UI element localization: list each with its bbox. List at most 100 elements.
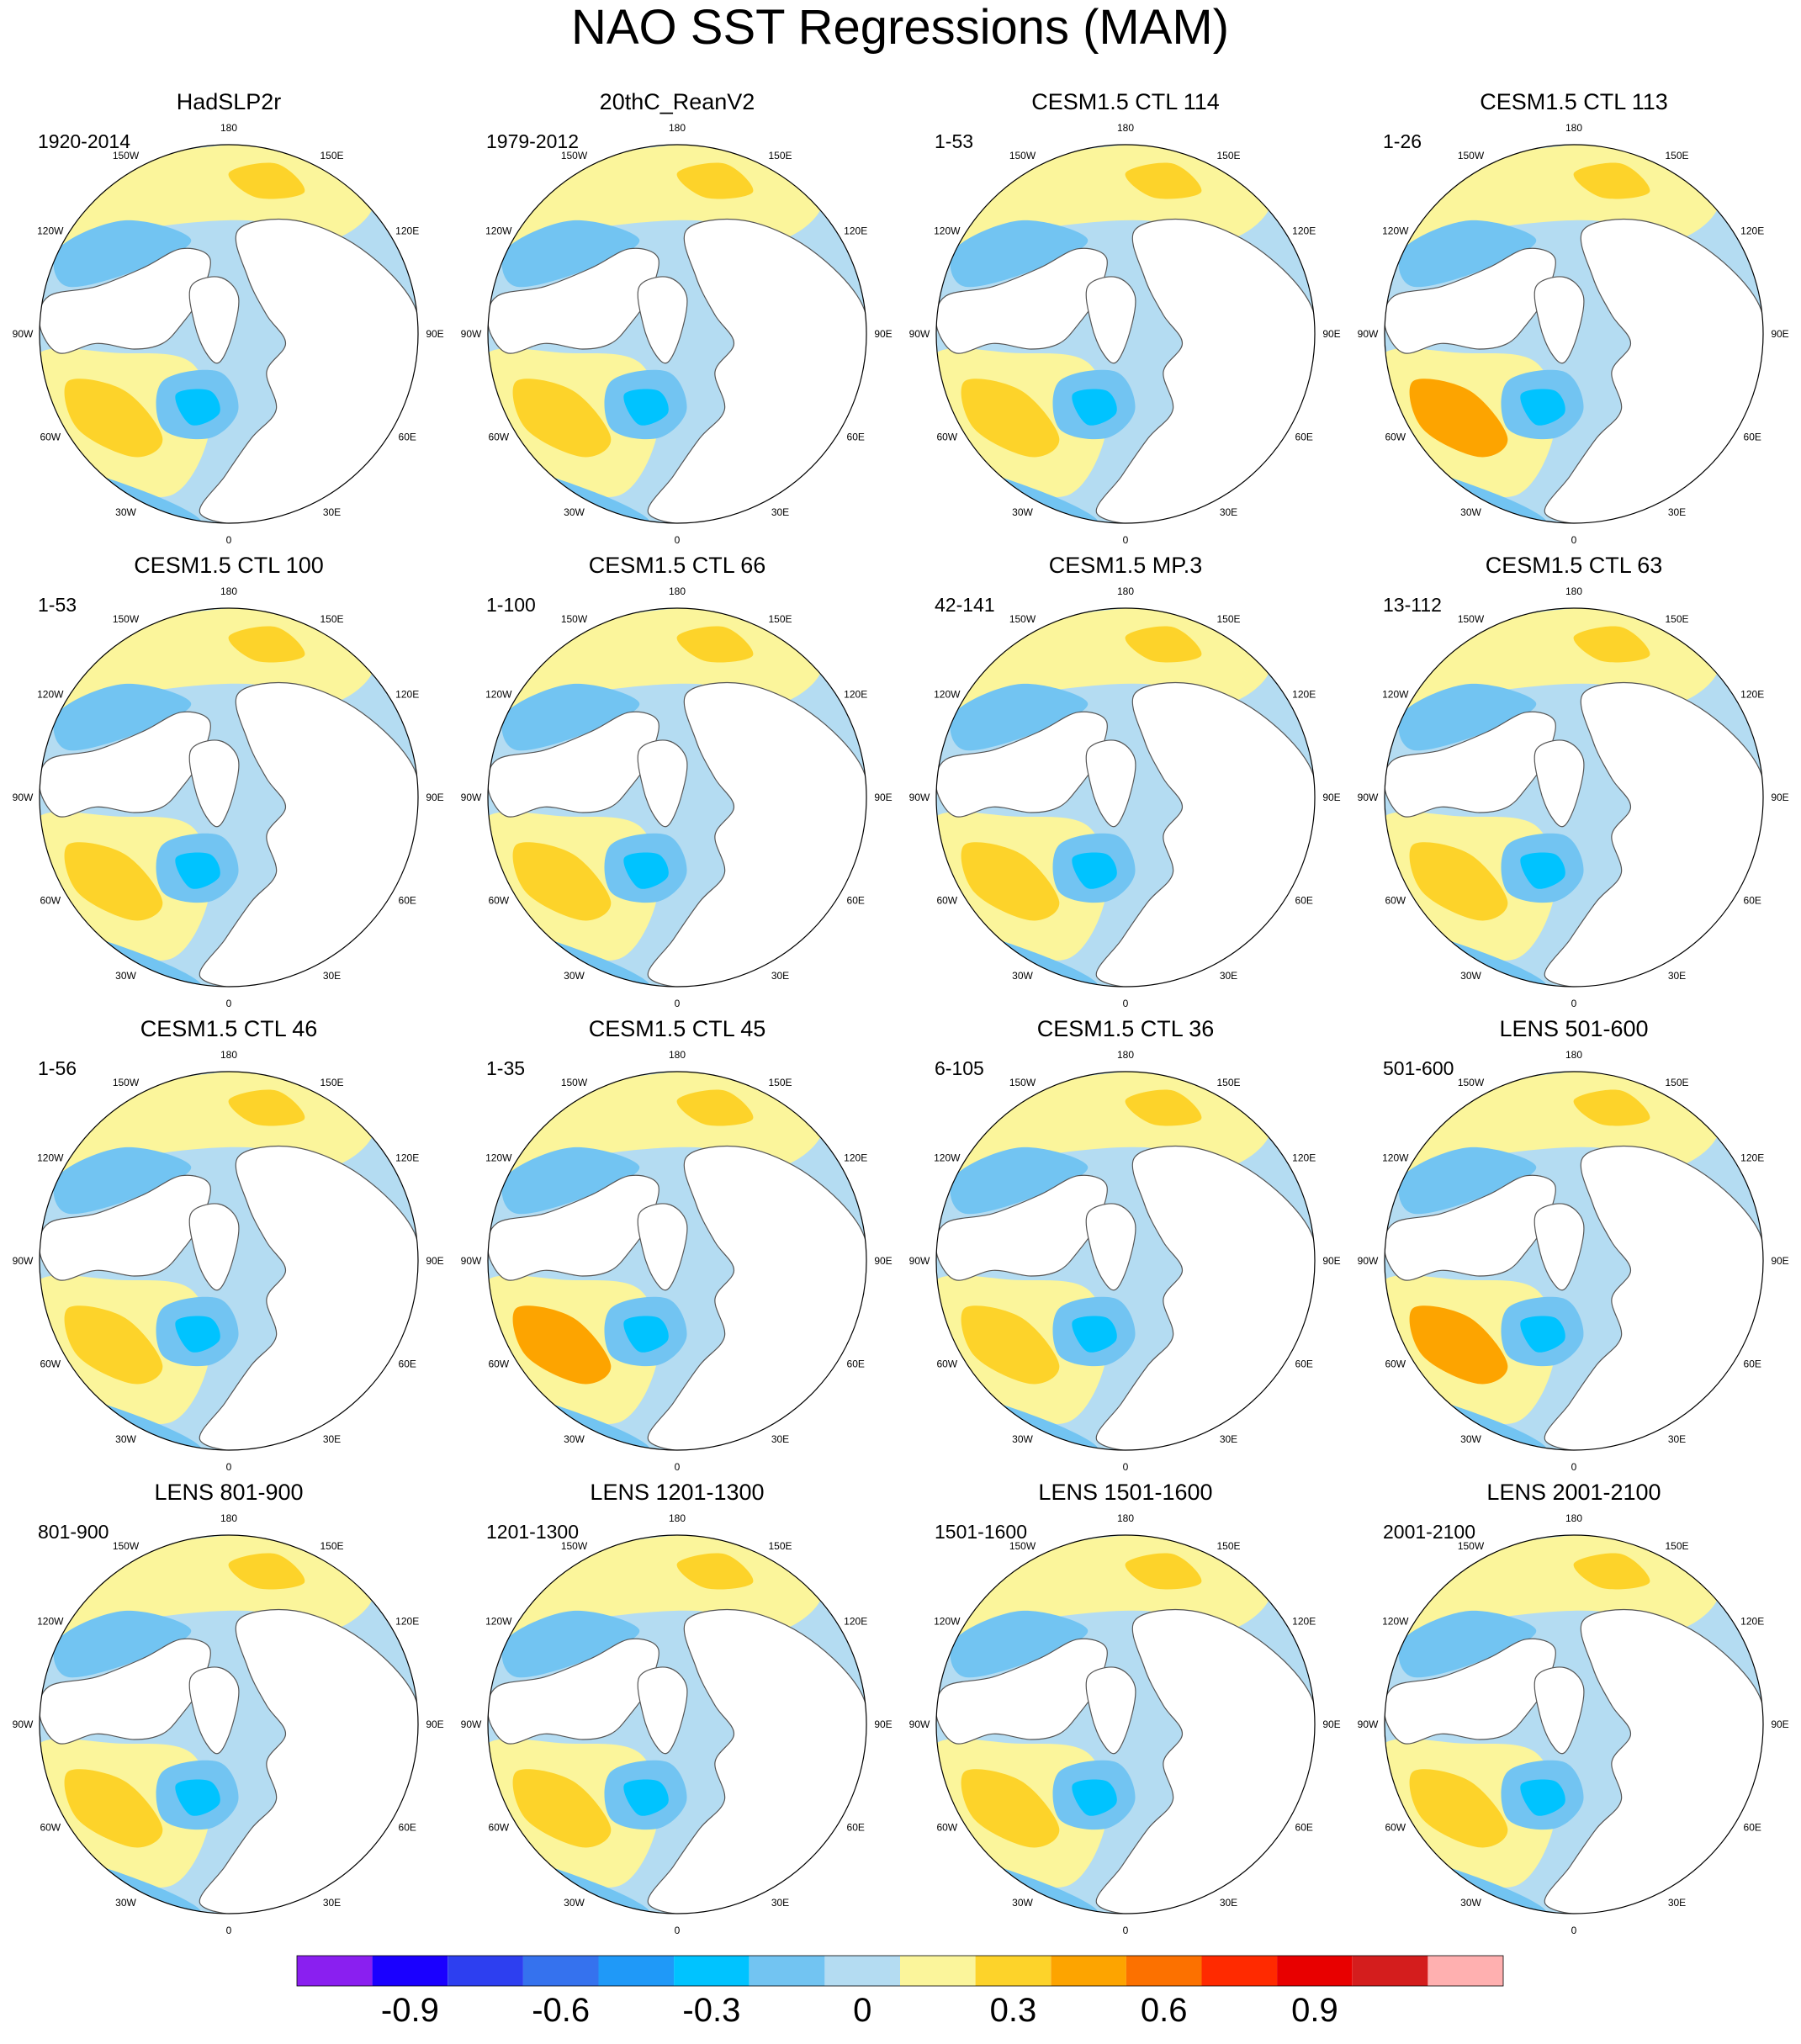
longitude-label: 90W: [909, 1255, 930, 1267]
longitude-label: 150W: [1458, 1077, 1485, 1088]
map-panel: 180 150E 120E 90E 60E 30E 0 30W 60W 90W 120W 150W CE…: [909, 89, 1341, 546]
longitude-label: 180: [1565, 585, 1582, 597]
anomaly-contour: [175, 389, 220, 426]
longitude-label: 150E: [1665, 613, 1688, 625]
colorbar-tick-label: 0.9: [1291, 1992, 1338, 2029]
longitude-label: 150W: [561, 1077, 588, 1088]
land-mask: [647, 1608, 866, 1914]
longitude-label: 60E: [1295, 1358, 1313, 1370]
longitude-label: 30E: [323, 506, 341, 518]
longitude-label: 120E: [395, 225, 419, 237]
longitude-label: 150W: [1009, 613, 1036, 625]
longitude-label: 120E: [395, 689, 419, 701]
longitude-label: 150E: [1665, 1077, 1688, 1088]
anomaly-contour: [623, 1316, 669, 1353]
longitude-label: 60E: [399, 895, 416, 907]
map-border: [1384, 607, 1764, 988]
longitude-label: 60E: [847, 895, 865, 907]
land-mask: [936, 711, 1108, 818]
longitude-label: 30E: [771, 1897, 789, 1909]
longitude-label: 0: [1123, 998, 1129, 1009]
longitude-label: 150E: [1665, 150, 1688, 162]
panel-title: LENS 1201-1300: [590, 1480, 764, 1505]
longitude-label: 60W: [1385, 432, 1406, 443]
colorbar-swatch: [448, 1956, 523, 1986]
anomaly-contour: [676, 626, 754, 663]
longitude-label: 120E: [844, 689, 867, 701]
land-mask: [1095, 1608, 1315, 1914]
anomaly-contour: [228, 1553, 305, 1590]
panel-period: 1-53: [935, 130, 973, 152]
longitude-label: 30W: [564, 970, 585, 982]
longitude-label: 90E: [426, 792, 443, 803]
anomaly-contour: [950, 1146, 1089, 1215]
map-border: [935, 607, 1316, 988]
land-mask: [1385, 711, 1556, 818]
anomaly-contour: [1398, 1146, 1537, 1215]
longitude-label: 30W: [564, 506, 585, 518]
panel-title: CESM1.5 CTL 45: [589, 1016, 766, 1041]
map-panel: 180 150E 120E 90E 60E 30E 0 30W 60W 90W 120W 150W CE…: [909, 553, 1341, 1009]
anomaly-contour: [64, 1769, 163, 1848]
longitude-label: 90W: [13, 792, 34, 803]
longitude-label: 60E: [1744, 1358, 1761, 1370]
longitude-label: 30E: [323, 970, 341, 982]
longitude-label: 30W: [1012, 1433, 1033, 1445]
panel-title: LENS 2001-2100: [1486, 1480, 1661, 1505]
anomaly-contour: [1520, 389, 1565, 426]
longitude-label: 90W: [13, 328, 34, 340]
land-mask: [647, 1145, 866, 1450]
longitude-label: 90W: [461, 1718, 482, 1730]
longitude-label: 180: [669, 122, 686, 134]
longitude-label: 90W: [461, 792, 482, 803]
longitude-label: 90E: [874, 328, 892, 340]
longitude-label: 120W: [37, 225, 64, 237]
panel-period: 6-105: [935, 1057, 984, 1079]
land-mask: [188, 1203, 240, 1291]
longitude-label: 120W: [1382, 1152, 1409, 1164]
longitude-label: 60E: [847, 432, 865, 443]
anomaly-contour: [1520, 1316, 1565, 1353]
longitude-label: 120E: [1740, 1616, 1764, 1628]
land-mask: [1385, 247, 1556, 354]
anomaly-contour: [1125, 626, 1202, 663]
longitude-label: 120E: [1740, 1152, 1764, 1164]
anomaly-contour: [512, 379, 612, 458]
land-mask: [1095, 218, 1315, 523]
anomaly-contour: [961, 1305, 1060, 1385]
panel-title: LENS 501-600: [1499, 1016, 1648, 1041]
anomaly-contour: [961, 842, 1060, 921]
map-panel: 180 150E 120E 90E 60E 30E 0 30W 60W 90W 120W 150W LE…: [1358, 1480, 1789, 1936]
colorbar-swatch: [749, 1956, 825, 1986]
anomaly-contour: [676, 1089, 754, 1126]
anomaly-contour: [53, 1610, 192, 1678]
longitude-label: 120E: [844, 1152, 867, 1164]
longitude-label: 90E: [1322, 328, 1340, 340]
anomaly-contour: [961, 379, 1060, 458]
longitude-label: 150E: [1665, 1540, 1688, 1552]
land-mask: [1095, 681, 1315, 987]
colorbar-swatch: [297, 1956, 373, 1986]
longitude-label: 180: [1565, 1512, 1582, 1524]
longitude-label: 180: [1565, 1049, 1582, 1061]
anomaly-contour: [1072, 852, 1117, 889]
longitude-label: 30W: [1012, 1897, 1033, 1909]
map-panel: 180 150E 120E 90E 60E 30E 0 30W 60W 90W 120W 150W 20…: [461, 89, 893, 546]
longitude-label: 90W: [1358, 1718, 1379, 1730]
panel-period: 1-53: [38, 594, 77, 616]
anomaly-contour: [1125, 162, 1202, 199]
anomaly-contour: [175, 852, 220, 889]
longitude-label: 60E: [1744, 895, 1761, 907]
land-mask: [1544, 1608, 1763, 1914]
colorbar-swatch: [1277, 1956, 1353, 1986]
map-panel: 180 150E 120E 90E 60E 30E 0 30W 60W 90W 120W 150W LE…: [1358, 1016, 1789, 1473]
longitude-label: 120W: [934, 225, 961, 237]
panel-period: 1-56: [38, 1057, 77, 1079]
longitude-label: 150E: [768, 613, 792, 625]
longitude-label: 120W: [485, 1616, 512, 1628]
anomaly-contour: [1573, 626, 1650, 663]
colorbar-swatch: [900, 1956, 976, 1986]
colorbar-tick-label: -0.6: [532, 1992, 590, 2029]
longitude-label: 60E: [1295, 432, 1313, 443]
anomaly-contour: [1520, 1779, 1565, 1816]
